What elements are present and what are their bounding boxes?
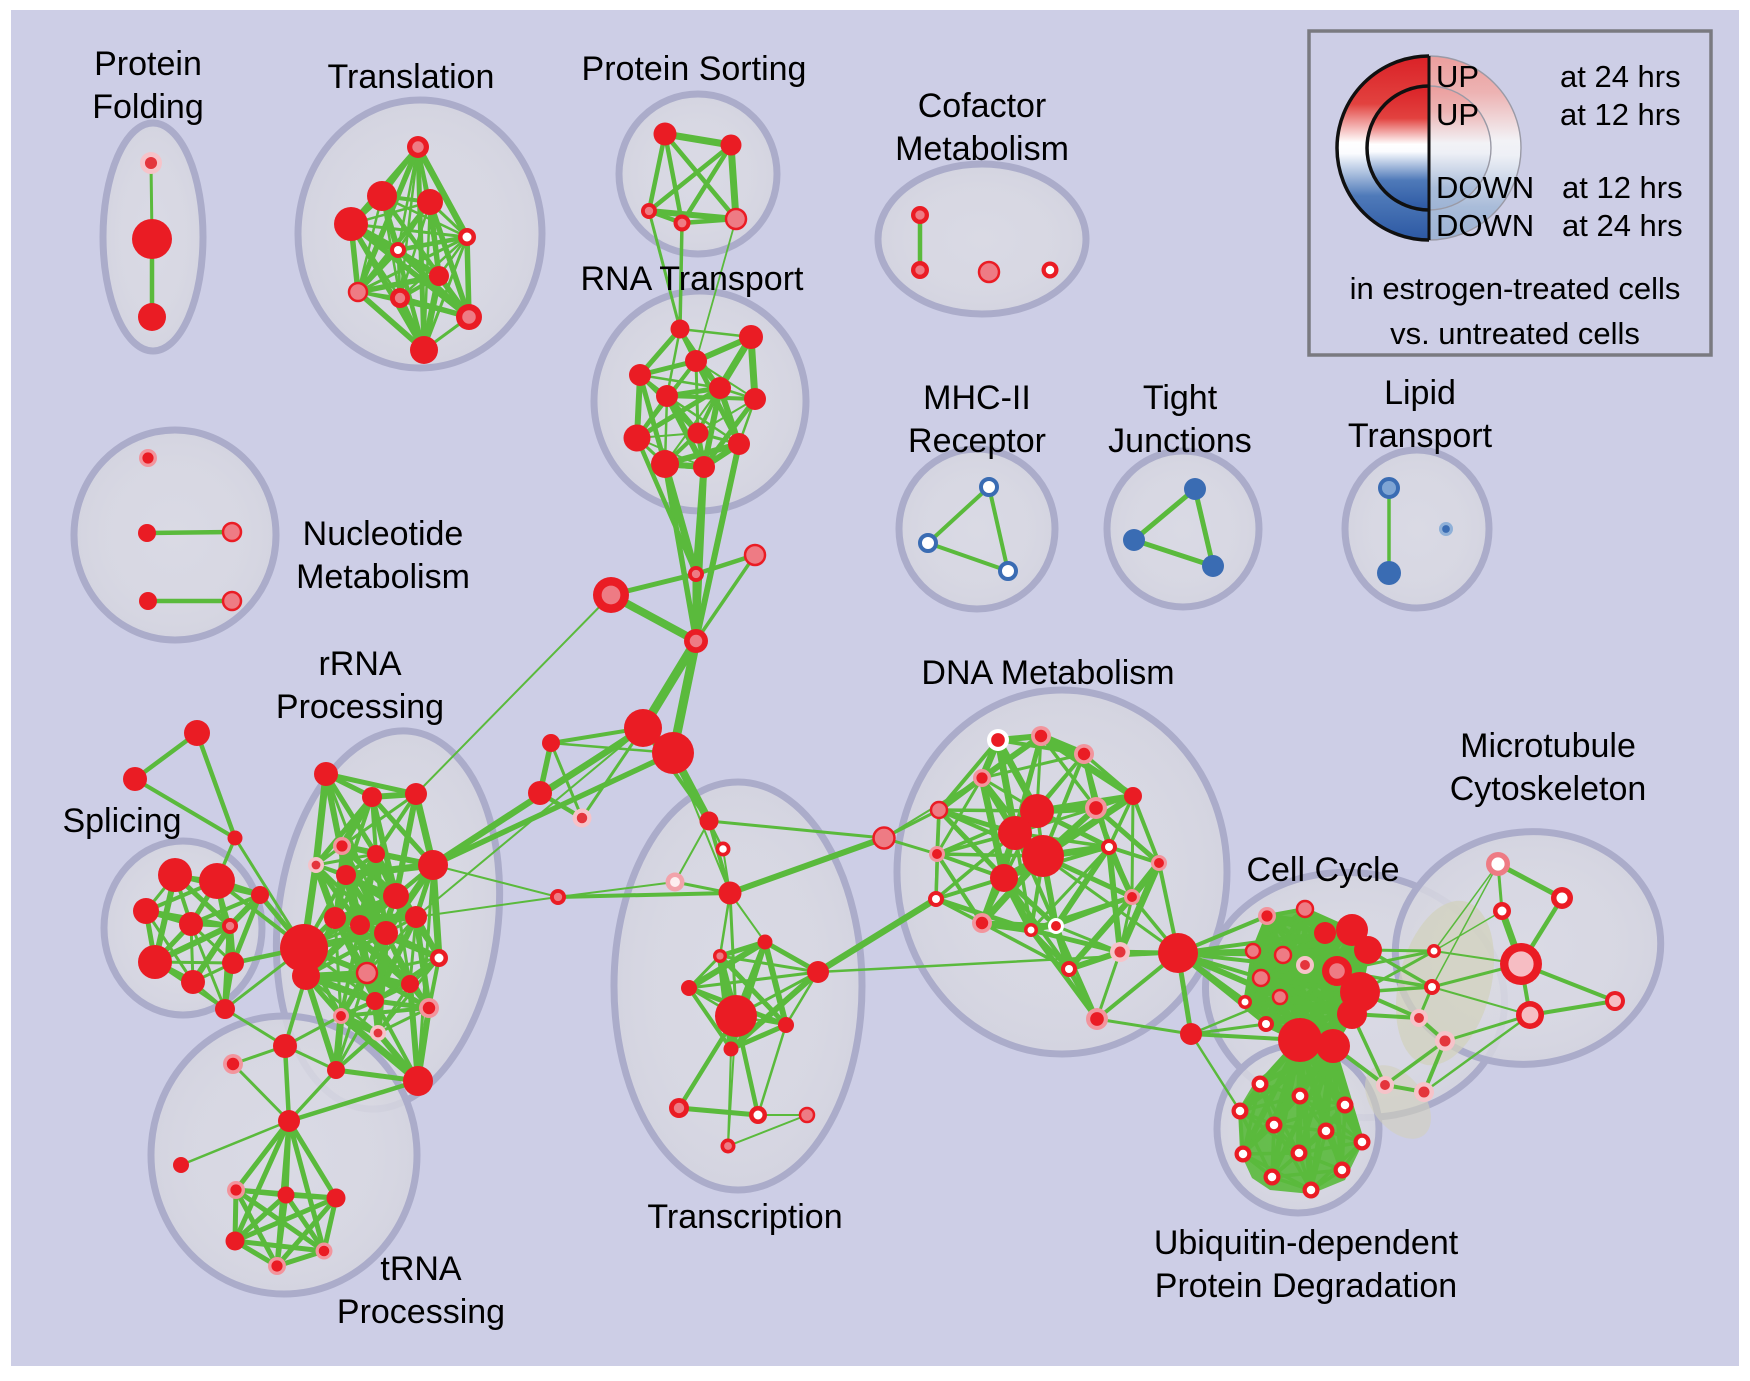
- svg-text:Junctions: Junctions: [1108, 422, 1252, 460]
- svg-text:Splicing: Splicing: [62, 802, 181, 840]
- svg-text:Protein Degradation: Protein Degradation: [1155, 1267, 1457, 1305]
- svg-text:Processing: Processing: [276, 688, 444, 726]
- svg-text:Microtubule: Microtubule: [1460, 727, 1636, 765]
- svg-text:tRNA: tRNA: [380, 1250, 462, 1288]
- svg-text:rRNA: rRNA: [318, 645, 401, 683]
- svg-text:at 12 hrs: at 12 hrs: [1562, 170, 1683, 205]
- svg-text:UP: UP: [1436, 59, 1479, 94]
- svg-text:MHC-II: MHC-II: [923, 379, 1031, 417]
- svg-text:Receptor: Receptor: [908, 422, 1046, 460]
- svg-text:Folding: Folding: [92, 88, 204, 126]
- svg-text:Translation: Translation: [328, 58, 495, 96]
- svg-text:Cofactor: Cofactor: [918, 87, 1047, 125]
- svg-text:Nucleotide: Nucleotide: [303, 515, 464, 553]
- svg-text:DOWN: DOWN: [1436, 170, 1534, 205]
- svg-text:at 24 hrs: at 24 hrs: [1562, 208, 1683, 243]
- svg-text:vs. untreated cells: vs. untreated cells: [1390, 316, 1640, 351]
- svg-text:Metabolism: Metabolism: [895, 130, 1069, 168]
- svg-text:in estrogen-treated cells: in estrogen-treated cells: [1350, 271, 1681, 306]
- svg-text:at 12 hrs: at 12 hrs: [1560, 97, 1681, 132]
- svg-text:at 24 hrs: at 24 hrs: [1560, 59, 1681, 94]
- svg-text:Protein Sorting: Protein Sorting: [582, 50, 807, 88]
- svg-text:DNA Metabolism: DNA Metabolism: [921, 654, 1174, 692]
- svg-text:Protein: Protein: [94, 45, 202, 83]
- svg-text:Processing: Processing: [337, 1293, 505, 1331]
- svg-text:Transport: Transport: [1348, 417, 1493, 455]
- svg-text:Metabolism: Metabolism: [296, 558, 470, 596]
- svg-text:Cell Cycle: Cell Cycle: [1246, 851, 1399, 889]
- svg-text:RNA Transport: RNA Transport: [581, 260, 805, 298]
- svg-text:Cytoskeleton: Cytoskeleton: [1450, 770, 1647, 808]
- svg-text:Tight: Tight: [1143, 379, 1218, 417]
- svg-text:Ubiquitin-dependent: Ubiquitin-dependent: [1154, 1224, 1459, 1262]
- svg-text:DOWN: DOWN: [1436, 208, 1534, 243]
- svg-text:Transcription: Transcription: [647, 1198, 842, 1236]
- svg-text:UP: UP: [1436, 97, 1479, 132]
- svg-text:Lipid: Lipid: [1384, 374, 1456, 412]
